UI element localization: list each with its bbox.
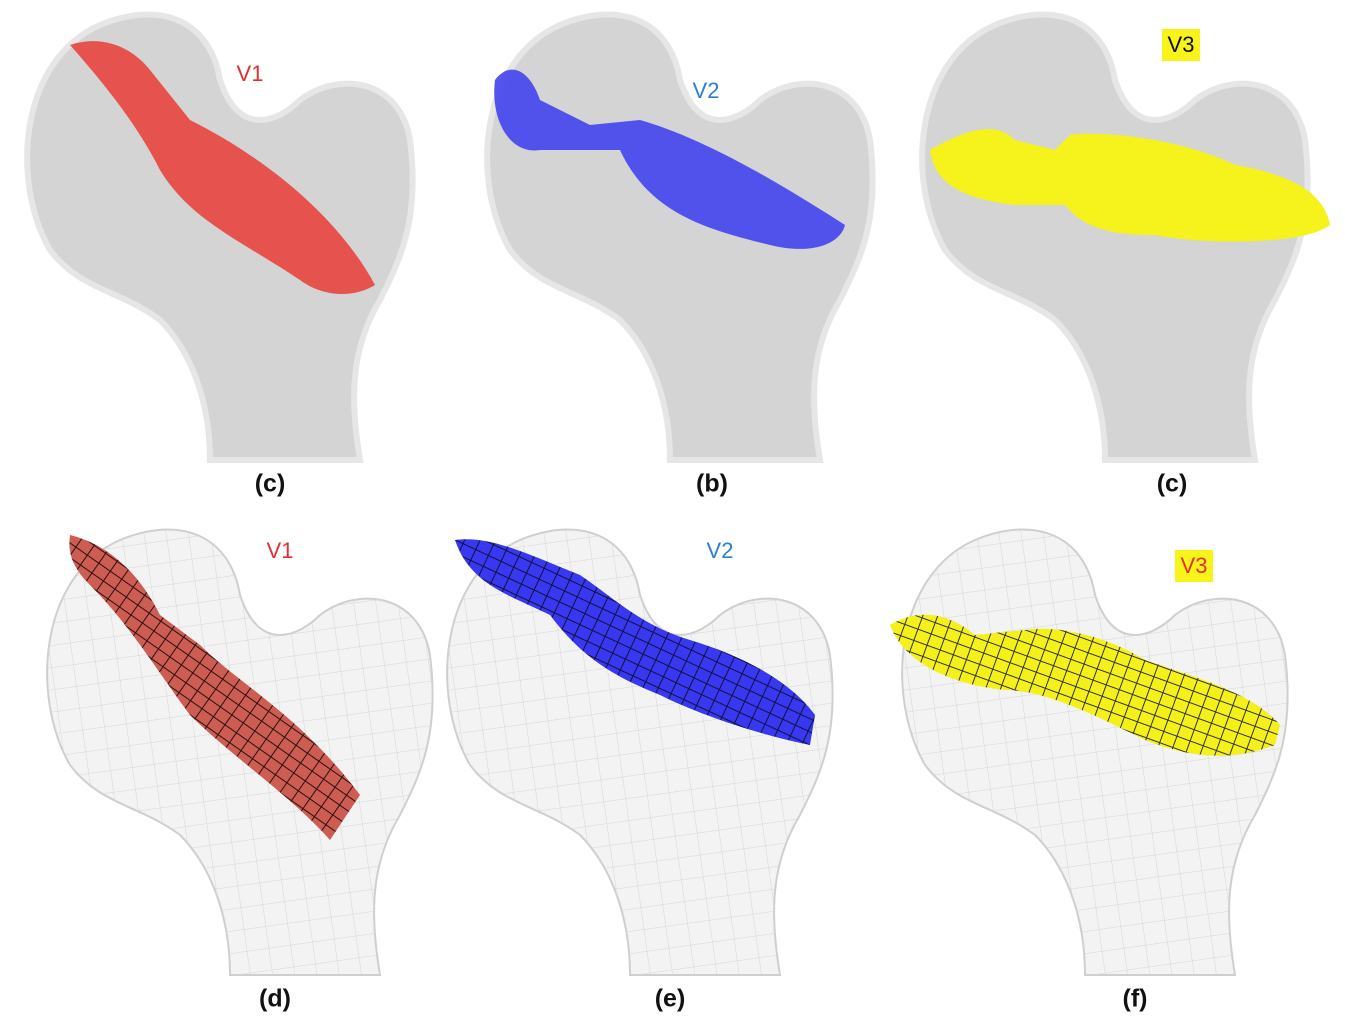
panel-caption: (c) bbox=[255, 470, 286, 498]
panel-b bbox=[487, 14, 873, 460]
panel-label: V1 bbox=[237, 61, 264, 86]
panel-caption: (d) bbox=[259, 985, 291, 1013]
panel-label: V3 bbox=[1181, 553, 1208, 578]
panel-label: V2 bbox=[693, 78, 720, 103]
page: V1 V2 V3 V1 V2 V3 (c) (b) (c) (d) (e) (f… bbox=[0, 0, 1345, 1017]
figure: V1 V2 V3 V1 V2 V3 (c) (b) (c) (d) (e) (f… bbox=[0, 0, 1345, 1017]
panel-e bbox=[447, 529, 833, 975]
panel-label: V1 bbox=[267, 538, 294, 563]
panel-d bbox=[47, 529, 433, 975]
panel-a bbox=[27, 14, 413, 460]
panel-caption: (e) bbox=[655, 985, 686, 1013]
panel-c bbox=[922, 14, 1330, 460]
femur bbox=[27, 14, 413, 460]
panel-label: V3 bbox=[1168, 32, 1195, 57]
panel-caption: (f) bbox=[1123, 985, 1148, 1013]
panel-caption: (c) bbox=[1157, 470, 1188, 498]
panel-label: V2 bbox=[707, 538, 734, 563]
panel-f bbox=[890, 529, 1288, 975]
panel-caption: (b) bbox=[696, 470, 728, 498]
